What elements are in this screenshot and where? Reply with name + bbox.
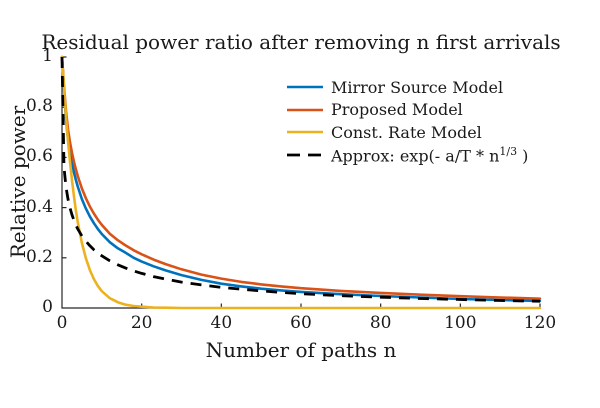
y-axis-label: Relative power (6, 105, 30, 259)
legend-line-sample-solid (287, 131, 323, 134)
legend-label: Approx: exp(- a/T * n1/3 ) (331, 145, 528, 165)
chart-title: Residual power ratio after removing n fi… (41, 30, 561, 54)
curve-mirror-source-model (60, 55, 542, 303)
legend-line-sample-dashed (287, 153, 323, 157)
x-axis-label: Number of paths n (205, 338, 397, 362)
legend-label-suffix: ) (517, 146, 529, 166)
legend-label: Mirror Source Model (331, 77, 504, 97)
legend-item-mirror-source-model: Mirror Source Model (287, 76, 528, 99)
legend-line-sample-solid (287, 108, 323, 112)
legend-label: Proposed Model (331, 100, 463, 120)
legend-item-proposed-model: Proposed Model (287, 99, 528, 122)
curve-const-rate-model (60, 55, 542, 310)
legend-label: Const. Rate Model (331, 122, 482, 142)
legend: Mirror Source Model Proposed Model Const… (287, 76, 528, 166)
legend-line-sample-solid (287, 85, 323, 89)
legend-label-superscript: 1/3 (499, 144, 518, 158)
legend-label-prefix: Approx: exp(- a/T * n (331, 146, 500, 166)
legend-item-const-rate-model: Const. Rate Model (287, 121, 528, 144)
curve-approx-exp-a-t-n-1-3 (60, 56, 541, 303)
curve-proposed-model (60, 55, 542, 300)
legend-item-approx: Approx: exp(- a/T * n1/3 ) (287, 144, 528, 167)
